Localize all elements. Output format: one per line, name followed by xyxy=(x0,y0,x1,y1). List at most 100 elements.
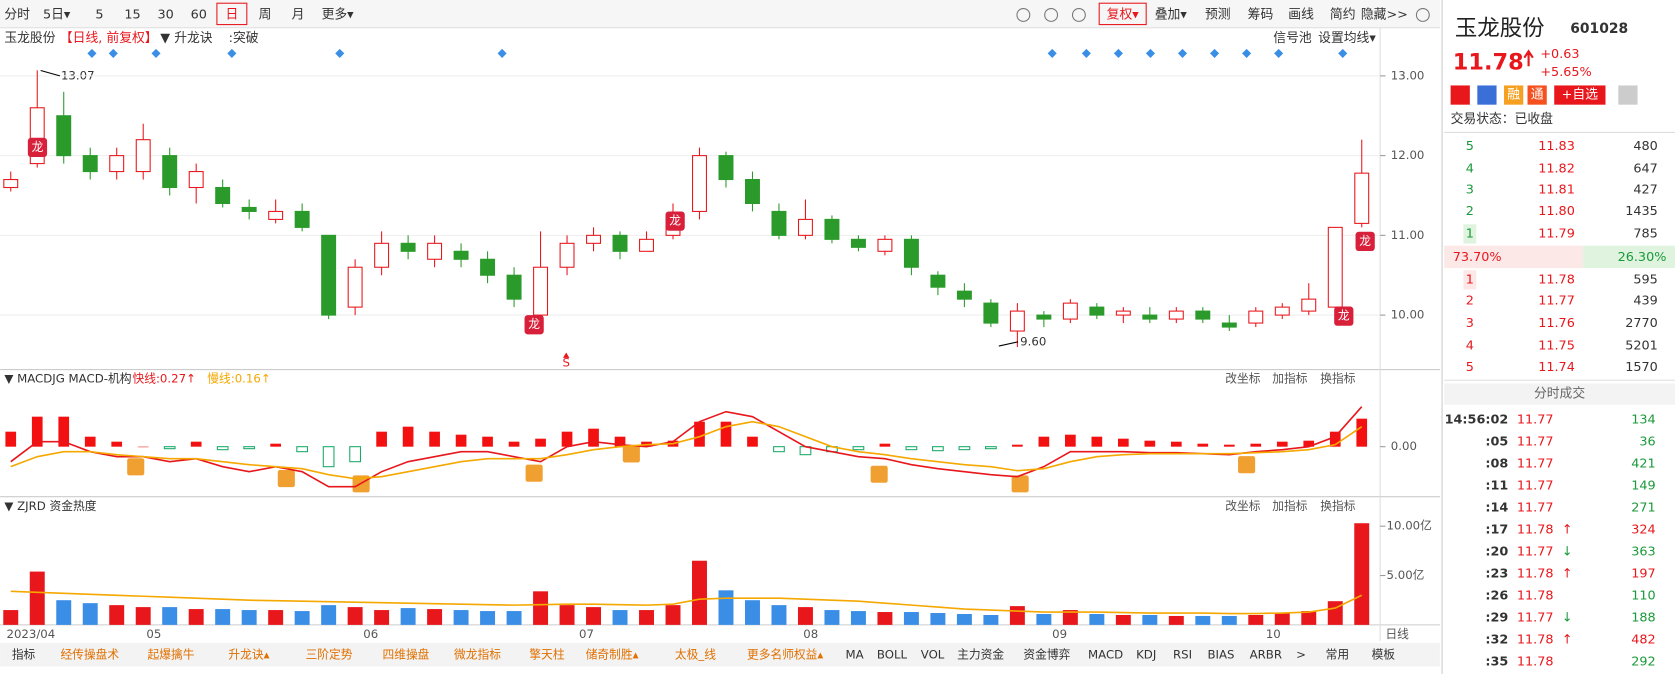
x-icon xyxy=(525,464,543,482)
tab[interactable]: 四维操盘 xyxy=(382,647,429,661)
tab[interactable]: MACD xyxy=(1088,647,1123,661)
toolbar-button[interactable]: 5日▾ xyxy=(43,7,71,22)
tab[interactable]: 常用 xyxy=(1326,647,1349,661)
tab[interactable]: 擎天柱 xyxy=(529,647,564,661)
trade-volume: 188 xyxy=(1631,610,1655,625)
toolbar-button[interactable]: 60 xyxy=(191,7,207,22)
tab[interactable]: BIAS xyxy=(1207,647,1234,661)
indicator-action[interactable]: 加指标 xyxy=(1272,499,1307,513)
toolbar-button[interactable]: 复权▾ xyxy=(1107,6,1140,22)
trade-volume: 324 xyxy=(1631,522,1655,537)
candle-body xyxy=(850,238,866,248)
heat-bar xyxy=(1195,615,1211,625)
toolbar-button[interactable]: 更多▾ xyxy=(322,7,355,22)
tab[interactable]: 主力资金 xyxy=(957,647,1004,661)
heat-bar xyxy=(188,609,204,625)
tab[interactable]: > xyxy=(1296,647,1306,661)
trade-volume: 134 xyxy=(1631,412,1655,427)
candle-body xyxy=(612,234,628,252)
tab[interactable]: BOLL xyxy=(877,647,908,661)
toolbar-button[interactable]: 分时 xyxy=(4,7,30,22)
macd-bar xyxy=(1329,431,1341,447)
badge[interactable]: 通 xyxy=(1531,88,1544,103)
tab[interactable]: 微龙指标 xyxy=(454,647,501,661)
trade-volume: 271 xyxy=(1631,500,1655,515)
macd-bar xyxy=(1038,436,1050,447)
tab[interactable]: RSI xyxy=(1173,647,1192,661)
badge[interactable]: +自选 xyxy=(1562,88,1599,103)
y-tick-label: 10.00亿 xyxy=(1387,519,1432,533)
book-price: 11.78 xyxy=(1538,272,1575,287)
candle-body xyxy=(294,210,310,228)
candle-body xyxy=(56,115,72,157)
tool-icon[interactable] xyxy=(1044,8,1059,22)
bell-icon[interactable] xyxy=(1618,85,1638,105)
tab[interactable]: 经传操盘术 xyxy=(60,647,119,661)
stock-name: 玉龙股份 xyxy=(1455,15,1545,41)
macd-bar xyxy=(1065,434,1076,447)
low-pointer xyxy=(998,341,1019,347)
tool-icon[interactable] xyxy=(1016,8,1031,22)
trade-price: 11.78 xyxy=(1517,632,1554,647)
tab[interactable]: 模板 xyxy=(1372,647,1396,661)
tab[interactable]: KDJ xyxy=(1136,647,1156,661)
tool-icon[interactable] xyxy=(1071,8,1086,22)
indicator-action[interactable]: 换指标 xyxy=(1320,499,1355,513)
toolbar-button[interactable]: 简约 xyxy=(1330,7,1356,22)
heat-bar xyxy=(480,611,496,625)
tab[interactable]: MA xyxy=(846,647,864,661)
tab[interactable]: 资金博弈 xyxy=(1023,647,1070,661)
toolbar-button[interactable]: 筹码 xyxy=(1248,6,1274,22)
toolbar-button[interactable]: 5 xyxy=(95,7,103,22)
signal-diamond xyxy=(227,48,237,58)
tab[interactable]: 更多名师权益▴ xyxy=(747,647,823,661)
toolbar-button[interactable]: 周 xyxy=(259,7,272,22)
tab[interactable]: 三阶定势 xyxy=(306,647,353,661)
indicator-action[interactable]: 换指标 xyxy=(1320,372,1355,386)
toolbar-button[interactable]: 日 xyxy=(225,7,238,22)
toolbar-button[interactable]: 隐藏>> xyxy=(1361,7,1408,22)
tab[interactable]: 指标 xyxy=(12,647,36,661)
book-volume: 647 xyxy=(1633,161,1657,176)
trade-dir: ↑ xyxy=(1562,632,1573,647)
heat-bar xyxy=(1036,614,1052,625)
flash-icon[interactable] xyxy=(1477,85,1497,105)
toolbar-button[interactable]: 15 xyxy=(124,7,140,22)
trade-volume: 197 xyxy=(1631,566,1655,581)
tool-icon[interactable] xyxy=(1415,8,1430,22)
trade-dir: ↓ xyxy=(1562,544,1573,559)
heat-bar xyxy=(427,609,443,625)
tab[interactable]: 太极_线 xyxy=(675,647,716,661)
tab[interactable]: 储奇制胜▴ xyxy=(586,647,639,661)
badge[interactable]: 融 xyxy=(1507,88,1520,103)
book-level: 5 xyxy=(1466,139,1474,154)
tab[interactable]: ARBR xyxy=(1250,647,1282,661)
toolbar-button[interactable]: 月 xyxy=(292,7,305,22)
candle-body xyxy=(453,250,469,260)
macd-bar xyxy=(773,446,785,453)
toolbar-button[interactable]: 预测 xyxy=(1205,7,1231,22)
trade-time: :05 xyxy=(1485,434,1508,449)
book-level: 4 xyxy=(1466,161,1474,176)
x-axis-label: 06 xyxy=(363,627,378,641)
tab[interactable]: 升龙诀▴ xyxy=(228,647,269,661)
tab[interactable]: VOL xyxy=(921,647,945,661)
toolbar-button[interactable]: 叠加▾ xyxy=(1155,7,1188,22)
heat-bar xyxy=(559,605,575,625)
macd-bar xyxy=(349,446,362,463)
indicator-action[interactable]: 加指标 xyxy=(1272,372,1307,386)
signal-pool[interactable]: 信号池 xyxy=(1273,31,1312,46)
trade-time: :20 xyxy=(1485,544,1508,559)
macd-bar xyxy=(1303,440,1315,447)
candle-body xyxy=(930,274,946,288)
toolbar-button[interactable]: 画线 xyxy=(1288,7,1314,22)
macd-bar xyxy=(58,416,70,447)
indicator-action[interactable]: 改坐标 xyxy=(1225,499,1260,513)
set-ma[interactable]: 设置均线▾ xyxy=(1318,31,1376,46)
heat-bar xyxy=(453,610,469,625)
flag-icon[interactable] xyxy=(1450,85,1470,105)
indicator-action[interactable]: 改坐标 xyxy=(1225,372,1260,386)
tab[interactable]: 起爆擒牛 xyxy=(148,647,195,661)
toolbar-button[interactable]: 30 xyxy=(157,7,173,22)
selected-box xyxy=(1098,2,1147,26)
